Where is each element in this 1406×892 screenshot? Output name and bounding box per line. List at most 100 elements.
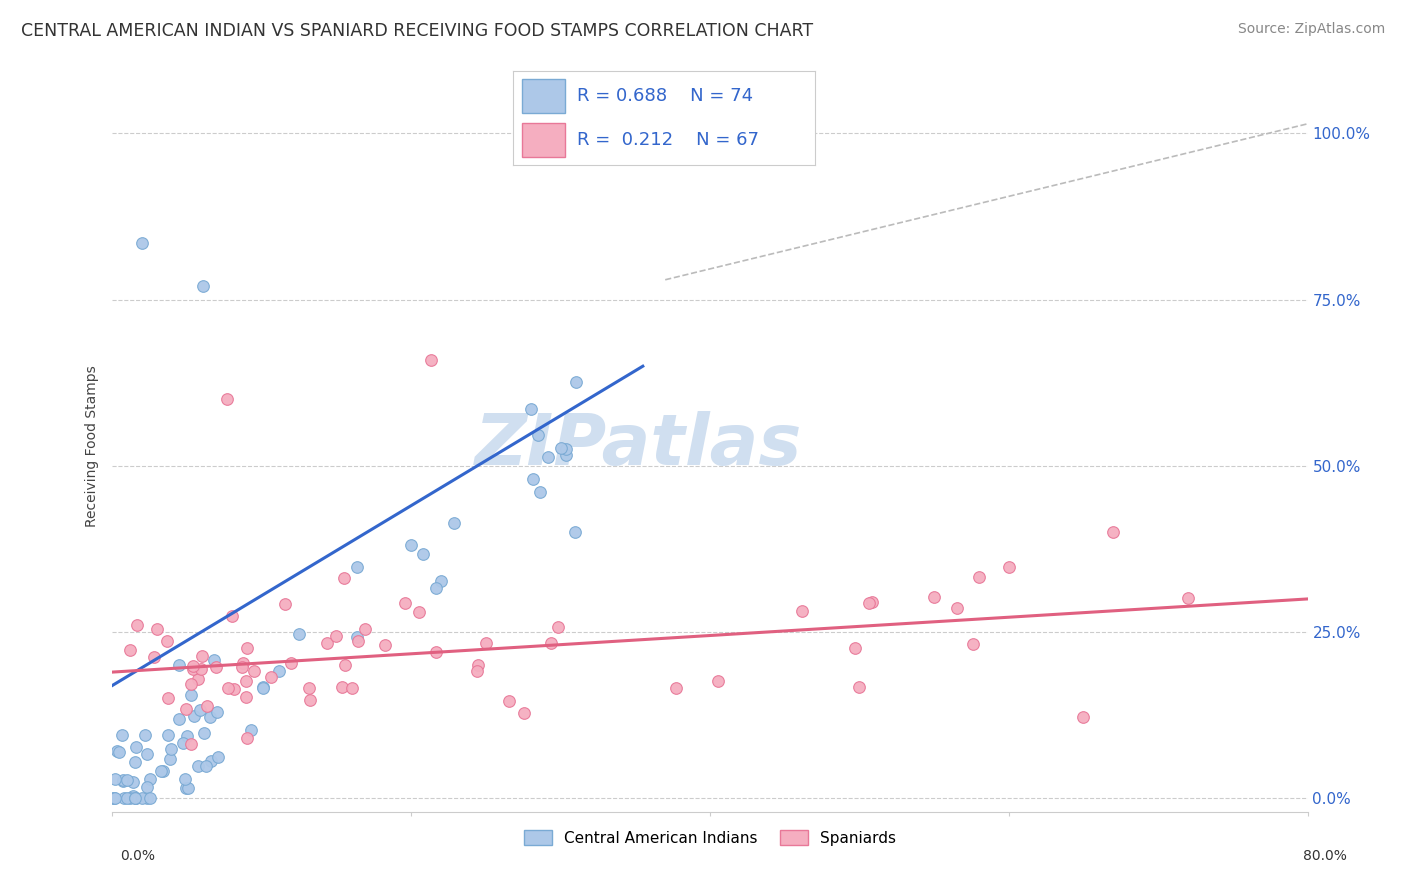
Point — [156, 728, 179, 742]
Point — [159, 752, 181, 766]
Point — [252, 680, 274, 694]
Point — [922, 590, 945, 604]
Point — [111, 728, 134, 742]
Point — [242, 664, 264, 678]
Point — [112, 774, 135, 789]
Point — [195, 698, 218, 713]
Point — [394, 596, 416, 610]
Text: 80.0%: 80.0% — [1302, 849, 1347, 863]
Point — [108, 745, 131, 759]
Text: R =  0.212    N = 67: R = 0.212 N = 67 — [576, 131, 759, 149]
Point — [346, 560, 368, 574]
Point — [103, 791, 125, 805]
Point — [160, 741, 183, 756]
Point — [298, 681, 321, 695]
Point — [127, 618, 149, 632]
Point — [174, 772, 197, 787]
Point — [236, 641, 259, 656]
Point — [848, 680, 870, 694]
Y-axis label: Receiving Food Stamps: Receiving Food Stamps — [86, 365, 100, 527]
Point — [139, 772, 162, 786]
Bar — [522, 123, 565, 157]
Point — [139, 791, 162, 805]
Point — [191, 649, 214, 664]
Point — [187, 758, 209, 772]
Point — [120, 791, 142, 805]
Point — [231, 659, 253, 673]
Point — [425, 582, 447, 596]
Point — [120, 643, 142, 657]
Point — [205, 659, 228, 673]
Point — [169, 657, 191, 672]
Point — [252, 681, 274, 696]
Point — [180, 737, 202, 751]
Point — [527, 427, 550, 442]
Point — [1102, 525, 1125, 540]
Point — [115, 773, 138, 788]
Point — [1177, 591, 1199, 605]
Point — [860, 594, 883, 608]
Point — [188, 703, 211, 717]
Text: Source: ZipAtlas.com: Source: ZipAtlas.com — [1237, 22, 1385, 37]
Point — [176, 701, 198, 715]
Point — [299, 693, 322, 707]
Point — [236, 731, 259, 745]
Point — [176, 729, 198, 743]
Point — [134, 728, 156, 742]
Point — [124, 791, 146, 805]
Point — [156, 690, 179, 705]
Point — [475, 636, 498, 650]
Point — [193, 726, 215, 740]
Point — [232, 656, 254, 670]
Point — [346, 633, 368, 648]
Point — [131, 236, 153, 251]
Point — [1073, 710, 1095, 724]
Point — [136, 791, 159, 805]
Point — [267, 664, 290, 678]
Point — [222, 682, 245, 697]
Point — [101, 791, 124, 805]
Point — [665, 681, 688, 695]
Point — [399, 538, 422, 552]
Point — [174, 781, 197, 796]
Point — [498, 694, 520, 708]
Point — [131, 791, 153, 805]
Point — [554, 448, 576, 462]
Point — [332, 571, 354, 585]
Point — [205, 705, 228, 719]
Point — [187, 673, 209, 687]
Point — [240, 723, 263, 738]
Point — [104, 772, 127, 787]
Point — [537, 450, 560, 464]
Legend: Central American Indians, Spaniards: Central American Indians, Spaniards — [517, 824, 903, 852]
Point — [554, 442, 576, 457]
Point — [330, 681, 353, 695]
Point — [200, 754, 222, 768]
Point — [259, 670, 281, 684]
Point — [190, 662, 212, 676]
Text: ZIPatlas: ZIPatlas — [475, 411, 801, 481]
Point — [146, 622, 169, 636]
Point — [998, 560, 1021, 574]
Point — [529, 485, 551, 500]
Point — [156, 633, 179, 648]
Point — [287, 627, 309, 641]
Point — [142, 649, 165, 664]
Point — [513, 706, 536, 721]
Point — [136, 747, 159, 762]
Point — [169, 712, 191, 726]
Point — [122, 775, 145, 789]
Point — [195, 759, 218, 773]
Point — [152, 764, 174, 778]
Point — [790, 604, 813, 618]
Point — [844, 641, 866, 656]
Point — [104, 791, 127, 805]
Point — [522, 472, 544, 486]
Point — [467, 664, 489, 678]
Point — [316, 635, 339, 649]
Point — [374, 638, 396, 652]
Point — [333, 658, 356, 673]
Point — [547, 620, 569, 634]
Point — [125, 791, 148, 805]
Point — [112, 791, 135, 805]
